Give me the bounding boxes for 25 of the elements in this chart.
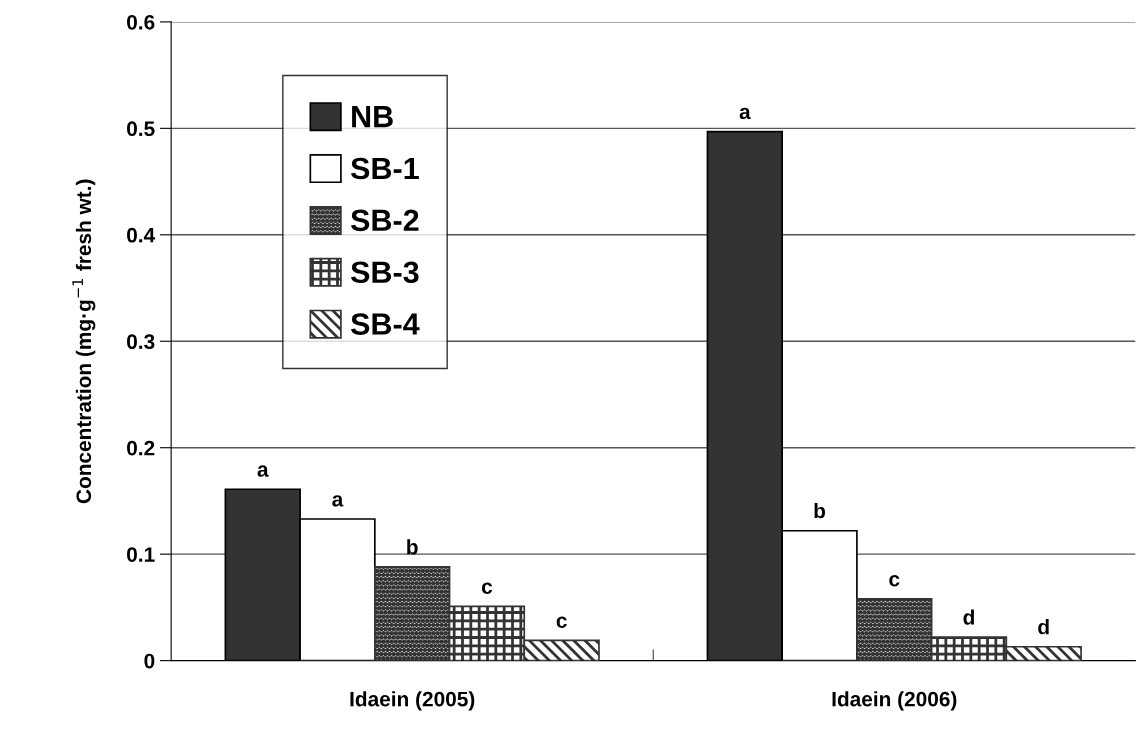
legend-label: SB-2 (350, 209, 419, 232)
y-tick-label: 0 (144, 653, 155, 669)
y-tick-label: 0.2 (127, 440, 155, 456)
y-tick-label: 0.6 (127, 14, 155, 30)
data-label: c (481, 582, 493, 594)
data-label: d (963, 609, 974, 625)
y-tick-label: 0.4 (127, 227, 156, 243)
y-tick-label: 0.3 (127, 334, 155, 350)
data-label: a (739, 107, 751, 120)
y-axis-title: Concentration (mg·g$^{−1}$ fresh wt.) (72, 179, 96, 504)
legend-label: NB (352, 106, 393, 128)
x-tick-label: Idaein (2006) (832, 691, 957, 711)
data-label: d (1038, 619, 1049, 635)
legend-label: SB-3 (350, 261, 419, 284)
legend-label: SB-1 (350, 157, 419, 180)
y-tick-label: 0.5 (127, 121, 155, 137)
y-tick-label: 0.1 (127, 547, 155, 562)
data-label: c (889, 575, 900, 587)
data-label: b (407, 539, 418, 555)
data-label: b (814, 503, 826, 519)
data-label: c (556, 616, 567, 628)
legend-label: SB-4 (350, 313, 420, 335)
data-label: a (332, 495, 344, 507)
data-label: a (257, 465, 269, 477)
x-tick-label: Idaein (2005) (350, 691, 475, 711)
